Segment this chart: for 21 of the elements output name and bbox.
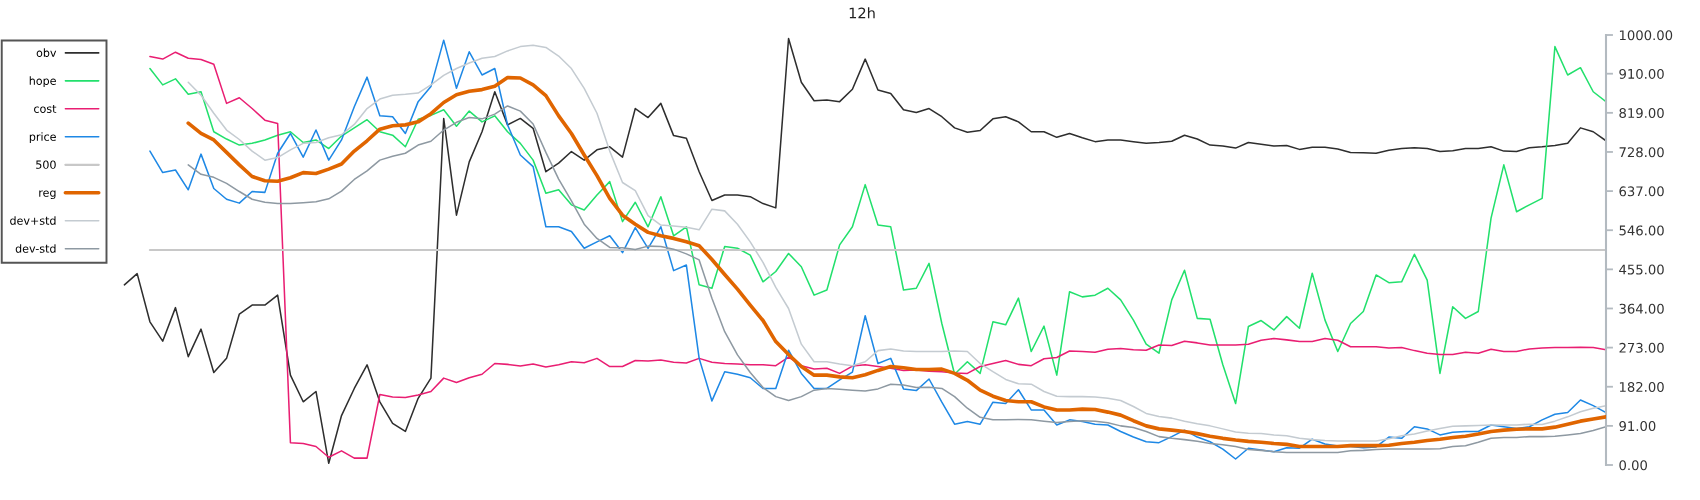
legend-label: price: [29, 132, 56, 144]
y-tick-label: 910.00: [1619, 68, 1664, 79]
legend-label: dev+std: [10, 216, 56, 225]
legend-label: 500: [36, 160, 56, 169]
legend-label: reg: [39, 190, 56, 199]
y-tick-label: 91.00: [1619, 421, 1656, 432]
y-tick-label: 546.00: [1619, 225, 1664, 236]
y-tick-label: 0.00: [1619, 460, 1647, 471]
legend-label: obv: [36, 48, 57, 57]
legend-label: cost: [34, 104, 57, 113]
y-tick-label: 364.00: [1619, 303, 1664, 314]
y-tick-label: 637.00: [1619, 186, 1664, 197]
y-tick-label: 1000.00: [1619, 30, 1673, 41]
y-tick-label: 182.00: [1619, 381, 1664, 392]
legend-label: dev-std: [15, 244, 56, 253]
chart-title: 12h: [849, 7, 875, 19]
y-tick-label: 455.00: [1619, 264, 1664, 275]
y-tick-label: 819.00: [1619, 108, 1664, 119]
y-tick-label: 728.00: [1619, 147, 1664, 158]
y-tick-label: 273.00: [1619, 342, 1664, 353]
legend-label: hope: [29, 76, 56, 88]
